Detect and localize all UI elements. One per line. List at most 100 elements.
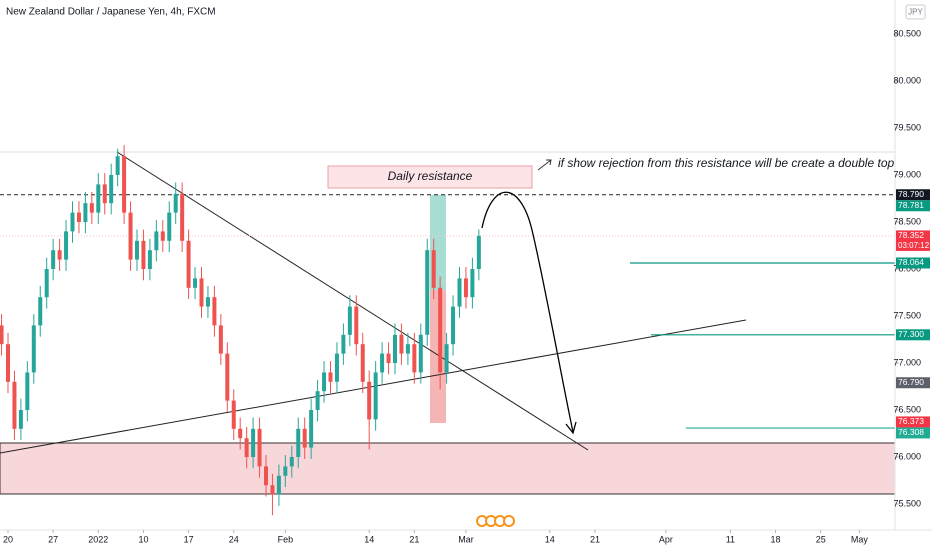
- candle-body: [134, 240, 139, 260]
- candle-body: [380, 353, 385, 373]
- candle-body: [115, 156, 120, 175]
- candle-body: [244, 438, 249, 457]
- candle-body: [205, 297, 210, 307]
- x-tick-label: Apr: [659, 534, 673, 544]
- x-tick-label: 21: [409, 534, 419, 544]
- trend-line: [0, 319, 747, 454]
- price-label: 76.308: [898, 427, 924, 437]
- candle-body: [102, 184, 107, 204]
- candle-body: [309, 409, 314, 448]
- candle-body: [251, 428, 256, 457]
- x-tick-label: Feb: [278, 534, 294, 544]
- candle-body: [296, 428, 301, 457]
- candle-body: [476, 235, 481, 269]
- candle-body: [18, 409, 23, 429]
- candle-body: [431, 250, 436, 288]
- x-tick-label: 17: [184, 534, 194, 544]
- price-label-box: [896, 427, 930, 439]
- candle-body: [392, 334, 397, 363]
- x-tick-label: Mar: [458, 534, 474, 544]
- candle-body: [334, 353, 339, 382]
- x-tick-label: 21: [590, 534, 600, 544]
- y-tick-label: 79.000: [893, 169, 921, 179]
- candle-body: [425, 250, 430, 335]
- x-tick-label: 14: [545, 534, 555, 544]
- candle-body: [5, 344, 10, 382]
- support-zone: [0, 442, 896, 495]
- candle-body: [0, 325, 4, 345]
- candle-body: [173, 193, 178, 213]
- candle-body: [302, 428, 307, 448]
- candle-body: [412, 344, 417, 373]
- down-highlight: [430, 290, 446, 423]
- callout-arrow: [537, 159, 552, 171]
- candle-body: [360, 344, 365, 382]
- candle-body: [341, 334, 346, 354]
- price-label-box: [896, 230, 930, 242]
- candle-body: [180, 193, 185, 241]
- candle-body: [128, 212, 133, 260]
- candle-body: [328, 372, 333, 382]
- candle-body: [193, 278, 198, 288]
- price-label: 77.300: [898, 329, 924, 339]
- candle-body: [444, 344, 449, 373]
- candle-body: [218, 325, 223, 354]
- candle-body: [186, 240, 191, 288]
- x-tick-label: 10: [138, 534, 148, 544]
- event-icons: [476, 515, 515, 527]
- candle-body: [463, 278, 468, 298]
- price-label: 78.064: [898, 257, 924, 267]
- candle-body: [225, 353, 230, 401]
- candle-body: [263, 466, 268, 486]
- y-tick-label: 77.000: [893, 357, 921, 367]
- candle-body: [315, 391, 320, 410]
- candle-body: [141, 240, 146, 269]
- price-label: 78.352: [898, 230, 924, 240]
- candle-body: [283, 466, 288, 476]
- x-tick-label: 24: [229, 534, 239, 544]
- x-tick-label: 2022: [88, 534, 108, 544]
- plot-area: [0, 144, 896, 516]
- candle-body: [418, 334, 423, 373]
- y-tick-label: 80.500: [893, 28, 921, 38]
- candle-body: [64, 231, 69, 260]
- price-label-box: [896, 416, 930, 428]
- annotation: if show rejection from this resistance w…: [558, 156, 894, 170]
- candle-body: [347, 306, 352, 335]
- candle-body: [399, 334, 404, 354]
- candle-body: [167, 212, 172, 241]
- projection-arrow: [481, 191, 574, 433]
- price-label: 76.373: [898, 416, 924, 426]
- x-tick-label: 18: [771, 534, 781, 544]
- candle-body: [160, 231, 165, 241]
- candle-body: [367, 381, 372, 420]
- x-tick-label: 11: [726, 534, 735, 544]
- y-tick-label: 78.500: [893, 216, 921, 226]
- price-label-box: [896, 257, 930, 269]
- candle-body: [470, 268, 475, 298]
- y-tick-label: 76.000: [893, 451, 921, 461]
- candle-body: [147, 250, 152, 269]
- x-tick-label: 25: [816, 534, 826, 544]
- y-tick-label: 76.500: [893, 404, 921, 414]
- price-label-box: [896, 189, 930, 201]
- candle-body: [270, 485, 275, 495]
- candle-body: [83, 203, 88, 222]
- candle-body: [276, 475, 281, 495]
- x-tick-label: May: [851, 534, 869, 544]
- price-label: 76.790: [898, 377, 924, 387]
- countdown-box: [896, 240, 930, 251]
- candle-body: [386, 353, 391, 363]
- candle-body: [25, 372, 30, 410]
- resistance-label: Daily resistance: [388, 169, 473, 183]
- candle-body: [231, 400, 236, 429]
- price-label: 78.781: [898, 200, 924, 210]
- candle-body: [31, 325, 36, 373]
- candle-body: [238, 428, 243, 439]
- price-label-box: [896, 200, 930, 212]
- candle-body: [438, 287, 443, 373]
- chart-title: New Zealand Dollar / Japanese Yen, 4h, F…: [6, 7, 216, 18]
- candle-body: [70, 212, 75, 232]
- candle-body: [199, 278, 204, 307]
